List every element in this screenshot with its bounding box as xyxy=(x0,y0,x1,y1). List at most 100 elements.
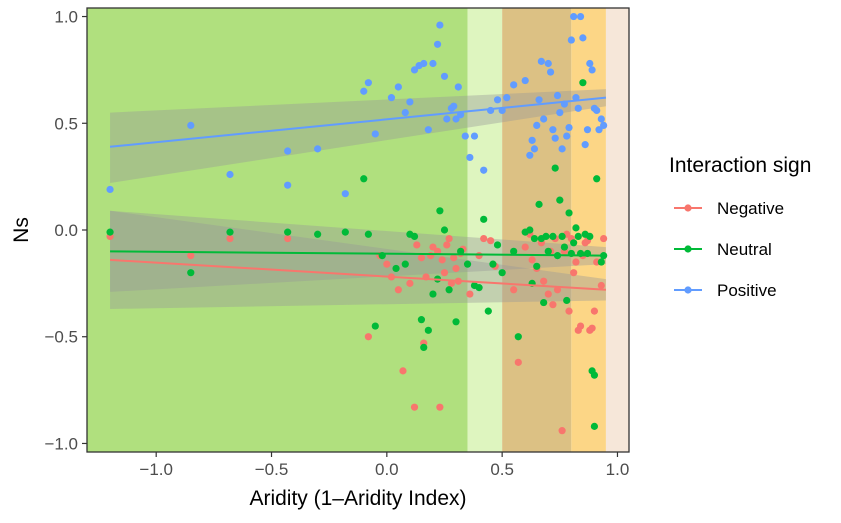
data-point-negative xyxy=(570,269,578,277)
data-point-neutral xyxy=(560,243,569,251)
data-point-neutral xyxy=(452,318,460,326)
data-point-neutral xyxy=(424,326,432,334)
data-point-positive xyxy=(440,72,449,80)
data-point-neutral xyxy=(493,241,502,249)
data-point-positive xyxy=(443,115,451,123)
data-point-neutral xyxy=(429,290,437,298)
data-point-positive xyxy=(533,121,541,130)
data-point-positive xyxy=(493,96,502,104)
data-point-neutral xyxy=(549,232,557,241)
data-point-neutral xyxy=(570,239,578,247)
data-point-neutral xyxy=(187,269,195,277)
data-point-positive xyxy=(586,59,594,68)
data-point-neutral xyxy=(364,230,372,238)
data-point-neutral xyxy=(597,258,605,266)
confidence-band-negative xyxy=(110,210,606,309)
data-point-neutral xyxy=(484,307,492,315)
data-point-neutral xyxy=(417,316,426,324)
data-point-positive xyxy=(510,81,518,89)
y-tick-label: 0.0 xyxy=(54,221,78,240)
data-point-positive xyxy=(546,68,555,76)
data-point-neutral xyxy=(563,296,571,305)
x-tick-label: −1.0 xyxy=(139,460,173,479)
data-point-positive xyxy=(570,12,578,21)
data-point-negative xyxy=(443,241,451,249)
data-point-positive xyxy=(593,106,601,115)
data-point-negative xyxy=(450,254,458,262)
data-point-neutral xyxy=(371,322,379,330)
data-point-neutral xyxy=(540,298,548,307)
data-point-negative xyxy=(383,260,391,268)
data-point-positive xyxy=(461,132,469,140)
data-point-positive xyxy=(549,126,557,134)
data-point-neutral xyxy=(535,200,543,208)
data-point-positive xyxy=(452,115,460,123)
data-point-negative xyxy=(487,237,495,245)
background-bands xyxy=(87,8,629,452)
data-point-positive xyxy=(401,108,409,117)
background-band xyxy=(467,8,503,452)
data-point-neutral xyxy=(590,422,599,430)
data-point-positive xyxy=(470,132,479,140)
data-point-negative xyxy=(514,358,522,366)
data-point-negative xyxy=(438,256,446,264)
data-point-negative xyxy=(440,269,449,277)
data-point-positive xyxy=(466,153,474,162)
confidence-band-neutral xyxy=(110,210,606,292)
legend-label: Neutral xyxy=(717,240,772,259)
x-axis: −1.0 −0.5 0.0 0.5 1.0 xyxy=(139,452,629,479)
data-point-negative xyxy=(284,234,292,243)
data-point-negative xyxy=(553,286,562,294)
data-point-neutral xyxy=(401,260,409,268)
data-point-negative xyxy=(590,307,599,315)
data-point-positive xyxy=(526,151,534,159)
data-point-neutral xyxy=(463,260,472,268)
data-point-positive xyxy=(530,145,539,153)
data-point-negative xyxy=(226,234,234,243)
data-point-neutral xyxy=(410,232,419,241)
data-point-positive xyxy=(371,130,379,138)
data-point-positive xyxy=(544,59,552,68)
data-point-positive xyxy=(537,57,545,65)
data-point-positive xyxy=(387,94,396,102)
data-point-positive xyxy=(284,181,292,189)
legend-swatch-point xyxy=(684,204,692,212)
y-axis: −1.0 −0.5 0.0 0.5 1.0 xyxy=(44,8,87,453)
data-point-negative xyxy=(410,403,419,411)
data-point-negative xyxy=(452,264,460,273)
x-tick-label: 1.0 xyxy=(606,460,630,479)
data-point-neutral xyxy=(392,264,400,273)
data-point-negative xyxy=(597,281,605,290)
legend-label: Negative xyxy=(717,199,784,218)
data-point-negative xyxy=(540,277,548,285)
background-band xyxy=(605,8,629,452)
data-point-negative xyxy=(187,252,195,260)
data-point-positive xyxy=(597,115,605,123)
data-point-negative xyxy=(364,333,372,341)
legend-title: Interaction sign xyxy=(669,154,811,177)
data-point-positive xyxy=(429,59,437,68)
data-point-neutral xyxy=(360,175,368,183)
data-point-positive xyxy=(360,87,368,95)
data-point-neutral xyxy=(475,284,483,292)
y-axis-title: Ns xyxy=(10,217,33,243)
data-point-positive xyxy=(567,36,575,44)
data-point-negative xyxy=(510,286,518,294)
data-point-positive xyxy=(576,12,585,21)
data-point-negative xyxy=(558,427,566,435)
data-point-neutral xyxy=(565,209,573,217)
x-tick-label: 0.0 xyxy=(375,460,399,479)
data-point-neutral xyxy=(314,230,322,238)
data-point-neutral xyxy=(341,228,349,236)
data-point-negative xyxy=(549,301,557,309)
fit-line-neutral xyxy=(110,250,606,257)
legend: Interaction sign Negative Neutral Positive xyxy=(669,154,811,300)
data-point-positive xyxy=(581,141,589,149)
data-point-positive xyxy=(394,83,402,91)
y-tick-label: 0.5 xyxy=(54,114,78,133)
data-point-negative xyxy=(521,243,529,251)
data-point-positive xyxy=(106,185,114,194)
data-point-negative xyxy=(588,324,596,332)
data-point-neutral xyxy=(544,247,552,255)
